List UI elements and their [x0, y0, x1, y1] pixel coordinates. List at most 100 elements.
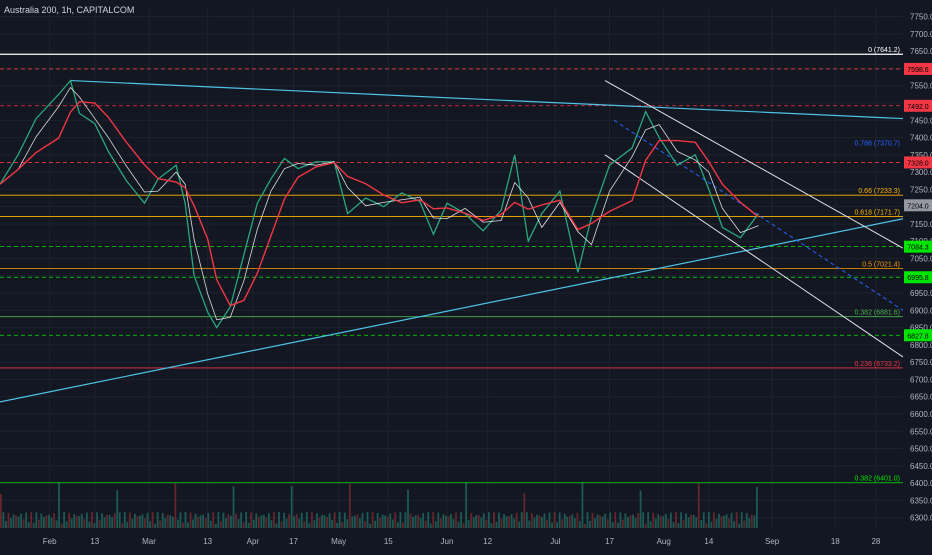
- volume-bar: [498, 512, 500, 528]
- volume-bar: [128, 512, 131, 528]
- volume-bar: [450, 513, 452, 528]
- volume-bar: [333, 512, 336, 528]
- volume-bar: [174, 483, 177, 528]
- volume-bar: [528, 520, 531, 528]
- volume-bar: [434, 521, 437, 528]
- volume-bar: [621, 519, 624, 528]
- volume-bar: [718, 513, 720, 528]
- volume-bar: [644, 523, 647, 528]
- volume-bar: [93, 523, 96, 528]
- volume-bar: [45, 515, 48, 528]
- y-tick-label: 6700.0: [910, 375, 932, 384]
- volume-bar: [80, 513, 83, 528]
- volume-bar: [316, 513, 318, 528]
- y-tick-label: 6950.0: [910, 289, 932, 298]
- volume-bar: [664, 513, 667, 528]
- volume-bar: [290, 486, 293, 528]
- volume-bar: [63, 512, 66, 528]
- volume-bar: [422, 513, 425, 528]
- x-tick-label: Jul: [550, 537, 560, 546]
- volume-bar: [359, 518, 361, 528]
- volume-bar: [356, 514, 359, 528]
- volume-bar: [533, 517, 536, 528]
- volume-bar: [118, 512, 121, 528]
- volume-bar: [12, 514, 15, 528]
- trendline-upper: [70, 79, 904, 120]
- y-tick-label: 6350.0: [910, 496, 932, 505]
- level-tag: [904, 329, 932, 342]
- volume-bar: [409, 513, 412, 528]
- volume-bar: [571, 514, 574, 528]
- volume-bar: [515, 512, 518, 528]
- volume-bar: [705, 523, 708, 528]
- volume-bar: [720, 516, 723, 528]
- volume-bar: [599, 515, 602, 528]
- time-axis[interactable]: Feb 13 Mar 13 Apr 17 May 15 Jun 12 Jul 17 Aug 14 Sep 18…: [43, 537, 881, 546]
- volume-bar: [166, 514, 169, 528]
- volume-bar: [78, 516, 81, 528]
- volume-bar: [487, 512, 490, 528]
- volume-bar: [553, 512, 556, 528]
- volume-bar: [295, 514, 298, 528]
- volume-bar: [235, 513, 237, 528]
- volume-bar: [609, 512, 612, 528]
- volume-bar: [7, 512, 10, 528]
- volume-bar: [523, 493, 526, 528]
- volume-bar: [179, 512, 182, 528]
- volume-bar: [680, 512, 682, 528]
- volume-bar: [366, 512, 369, 528]
- volume-bar: [5, 520, 7, 528]
- price-series: [0, 79, 760, 329]
- volume-bar: [331, 519, 334, 528]
- volume-bar: [131, 518, 134, 528]
- level-label: 0.5 (7021.4): [862, 261, 900, 268]
- volume-bar: [586, 512, 589, 528]
- volume-bar: [42, 516, 45, 528]
- volume-bar: [670, 512, 672, 528]
- volume-bar: [151, 512, 154, 528]
- volume-bar: [743, 520, 746, 528]
- x-tick-label: Feb: [43, 537, 57, 546]
- volume-bar: [240, 512, 242, 528]
- volume-bar: [614, 512, 617, 528]
- volume-bar: [219, 521, 222, 528]
- volume-bar: [37, 519, 40, 528]
- volume-bar: [116, 490, 119, 528]
- volume-bar: [83, 518, 86, 528]
- volume-bar: [662, 516, 665, 528]
- volume-bar: [280, 521, 283, 528]
- volume-bar: [439, 518, 442, 528]
- volume-bar: [204, 517, 207, 528]
- current-price-label: 7204.0: [907, 203, 929, 210]
- volume-bar: [505, 516, 508, 528]
- level-label: 0.382 (6881.6): [854, 310, 900, 317]
- level-tag-label: 7084.3: [907, 245, 929, 252]
- volume-bar: [35, 512, 38, 528]
- volume-bar: [25, 512, 28, 528]
- volume-bar: [230, 515, 232, 528]
- volume-bar: [237, 519, 240, 528]
- volume-bar: [260, 515, 263, 528]
- price-axis[interactable]: 7750.07700.07650.07600.07550.07500.07450…: [904, 13, 932, 523]
- volume-bar: [414, 515, 417, 528]
- volume-bar: [10, 518, 12, 528]
- volume-bar: [432, 512, 435, 528]
- volume-bar: [675, 512, 677, 528]
- volume-bar: [495, 521, 498, 528]
- volume-bar: [252, 519, 255, 528]
- symbol-title[interactable]: Australia 200, 1h, CAPITALCOM: [4, 5, 135, 15]
- trendlines: [0, 79, 904, 403]
- volume-bar: [341, 522, 344, 528]
- volume-bar: [601, 516, 604, 528]
- volume-bar: [288, 514, 291, 528]
- volume-bar: [169, 515, 172, 528]
- level-tag-label: 6827.8: [907, 333, 929, 340]
- volume-bar: [346, 519, 349, 528]
- volume-bar: [123, 512, 126, 528]
- volume-bar: [627, 516, 629, 528]
- volume-bar: [326, 517, 328, 528]
- volume-bar: [465, 482, 468, 528]
- volume-bar: [624, 513, 627, 528]
